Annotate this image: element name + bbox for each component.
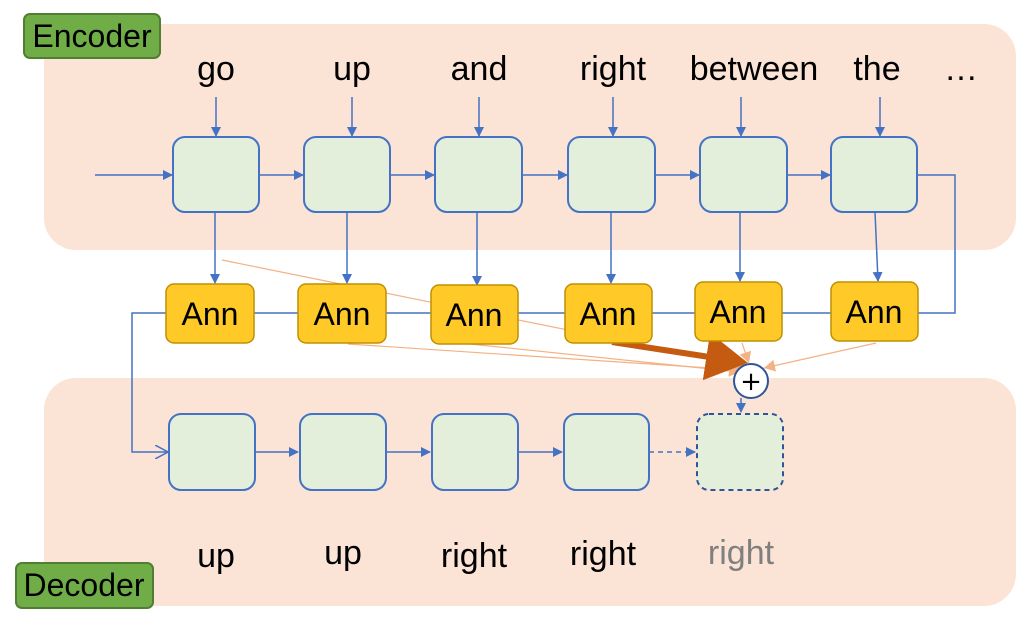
decoder-cell — [299, 413, 387, 491]
decoder-cells — [168, 413, 784, 491]
decoder-label: Decoder — [24, 567, 145, 603]
sum-node: + — [733, 363, 769, 399]
annotation-boxes: Ann Ann Ann Ann Ann Ann — [165, 281, 919, 345]
decoder-cell — [168, 413, 256, 491]
context-connector — [131, 174, 956, 452]
encoder-words: go up and right between the … — [197, 50, 978, 88]
attention-line-strong — [611, 332, 748, 381]
decoder-cell — [431, 413, 519, 491]
decoder-words: up up right right right — [197, 534, 775, 575]
encoder-cell — [172, 136, 260, 213]
encoder-cell — [830, 136, 918, 213]
annotation-box: Ann — [694, 281, 783, 342]
encoder-cell — [567, 136, 656, 213]
annotation-label: Ann — [846, 294, 903, 330]
decoder-word-pending: right — [708, 534, 775, 572]
annotation-label: Ann — [314, 296, 371, 332]
decoder-word: right — [570, 535, 637, 573]
encoder-word: between — [690, 50, 819, 88]
decoder-cell — [563, 413, 650, 491]
decoder-cell-pending — [696, 413, 784, 491]
input-arrows — [211, 97, 885, 137]
decoder-word: right — [441, 537, 508, 575]
attention-line — [763, 342, 877, 372]
encoder-tag: Encoder — [23, 13, 161, 59]
encoder-word-ellipsis: … — [944, 50, 978, 88]
encoder-word: right — [580, 50, 647, 88]
encoder-cell — [699, 136, 788, 213]
annotation-arrows — [210, 211, 883, 286]
encoder-cell — [303, 136, 391, 213]
annotation-box: Ann — [297, 283, 387, 344]
encoder-word: the — [853, 50, 900, 88]
annotation-box: Ann — [165, 283, 255, 344]
attention-line — [469, 343, 741, 377]
annotation-label: Ann — [580, 296, 637, 332]
encoder-word: and — [451, 50, 508, 88]
attention-line — [739, 342, 752, 364]
sum-symbol: + — [740, 367, 762, 397]
encoder-cells — [172, 136, 918, 213]
encoder-word: up — [333, 50, 371, 88]
decoder-tag: Decoder — [15, 562, 154, 609]
annotation-label: Ann — [182, 296, 239, 332]
annotation-box: Ann — [564, 283, 653, 344]
annotation-label: Ann — [446, 297, 503, 333]
decoder-word: up — [324, 534, 362, 572]
annotation-box: Ann — [430, 284, 519, 345]
encoder-cell — [434, 136, 523, 213]
annotation-label: Ann — [710, 294, 767, 330]
encoder-word: go — [197, 50, 235, 88]
decoder-region — [44, 378, 1016, 606]
decoder-word: up — [197, 537, 235, 575]
annotation-box: Ann — [830, 281, 919, 342]
encoder-label: Encoder — [32, 18, 152, 54]
